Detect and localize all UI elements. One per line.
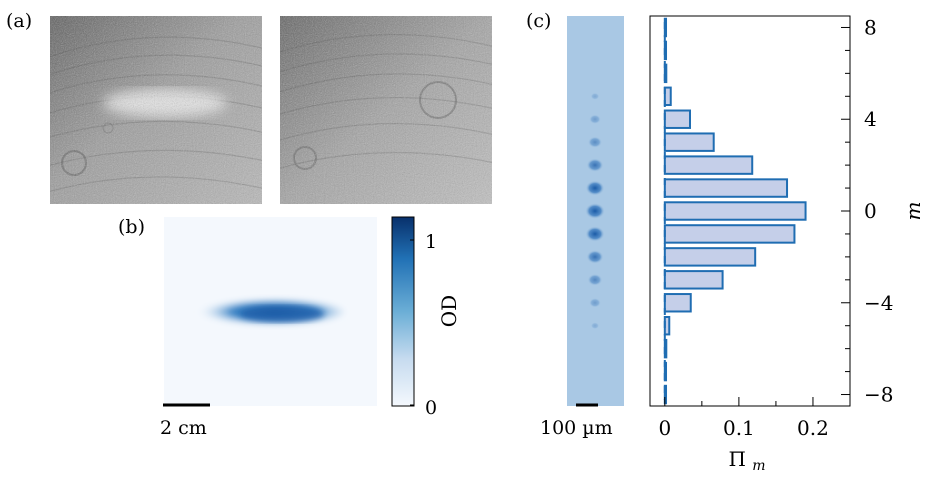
bar-m-4: [663, 109, 692, 129]
panel-a-label: (a): [6, 10, 32, 32]
x-axis-label: Π m: [728, 447, 765, 474]
scale-bar-100um-label: 100 µm: [540, 417, 613, 439]
population-chart: 8 4 0 −4 −8 0 0.1 0.2 Π m m: [649, 15, 925, 474]
bar-m--2: [663, 247, 757, 267]
y-tick-label: −4: [864, 291, 893, 315]
peak-spot-m-1: [585, 180, 605, 196]
momentum-peaks-image: [567, 16, 624, 406]
reference-image-without-atoms: [280, 16, 492, 204]
peak-spot-m--4: [589, 297, 601, 308]
bar-m-1: [663, 178, 789, 198]
colorbar-label: OD: [437, 295, 461, 327]
peak-spot-m--3: [587, 273, 603, 286]
scale-bar-2cm-label: 2 cm: [160, 417, 207, 439]
bar-m-0: [663, 201, 807, 221]
bar-m--8: [663, 384, 668, 405]
x-tick-label: 0.1: [723, 416, 755, 440]
y-tick-label: 4: [864, 107, 877, 131]
y-axis-label: m: [901, 202, 925, 221]
bar-m-2: [663, 155, 754, 175]
panel-b-label: (b): [118, 216, 145, 238]
y-tick-label: 0: [864, 199, 877, 223]
peak-spot-m--5: [590, 322, 600, 330]
x-tick-label: 0: [658, 416, 671, 440]
peak-spot-m--1: [585, 226, 605, 242]
bar-m--1: [663, 224, 796, 244]
peak-spot-m-2: [586, 158, 604, 172]
colorbar-tick-0: 0: [425, 397, 437, 419]
panel-c-label: (c): [526, 10, 551, 32]
optical-density-image: [164, 217, 377, 406]
y-tick-label: −8: [864, 383, 893, 407]
absorption-image-with-atoms: [50, 16, 262, 204]
peak-spot-m-4: [589, 114, 601, 124]
colorbar-tick-1: 1: [425, 231, 437, 253]
colorbar-gradient: [391, 216, 415, 407]
peak-spot-m-0: [585, 203, 605, 219]
colorbar: 1 0 OD: [391, 216, 461, 419]
bar-m-3: [663, 132, 715, 152]
bar-m--3: [663, 270, 724, 290]
y-tick-label: 8: [864, 15, 877, 39]
bar-m--4: [663, 293, 692, 313]
plot-frame: [649, 15, 851, 407]
peak-spot-m-5: [590, 92, 600, 100]
bar-m-5: [663, 86, 672, 107]
x-tick-label: 0.2: [797, 416, 829, 440]
peak-spot-m--2: [586, 250, 604, 264]
peak-spot-m-3: [587, 136, 603, 148]
